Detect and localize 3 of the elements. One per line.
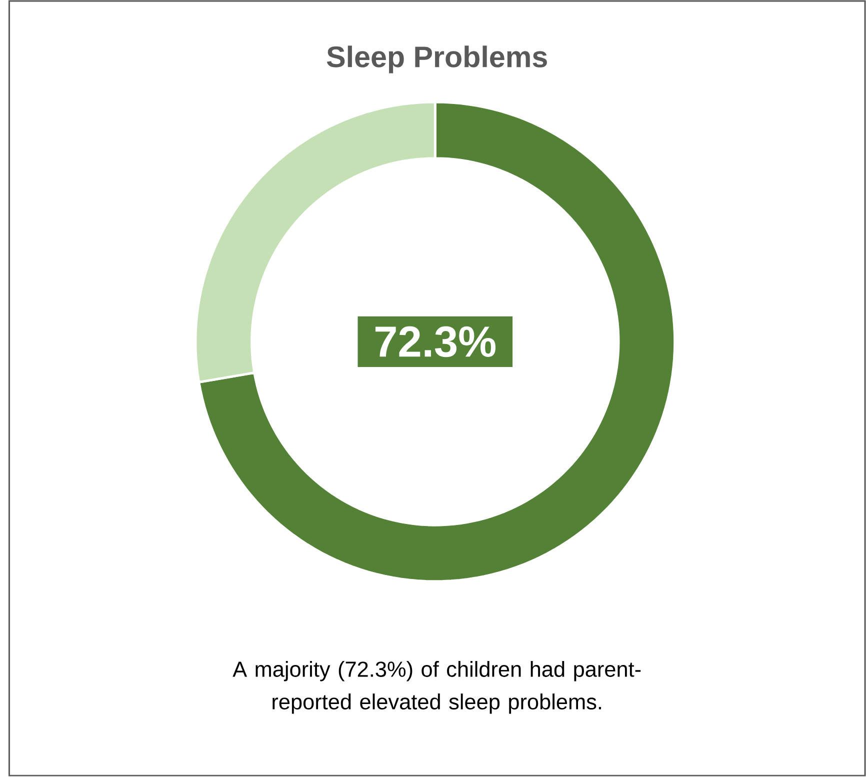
chart-title: Sleep Problems: [326, 46, 547, 74]
text: A majority (72.3%) of children had parent-reported elevated sleep problems.: [232, 661, 641, 714]
data-label: 72.3%: [375, 326, 496, 358]
